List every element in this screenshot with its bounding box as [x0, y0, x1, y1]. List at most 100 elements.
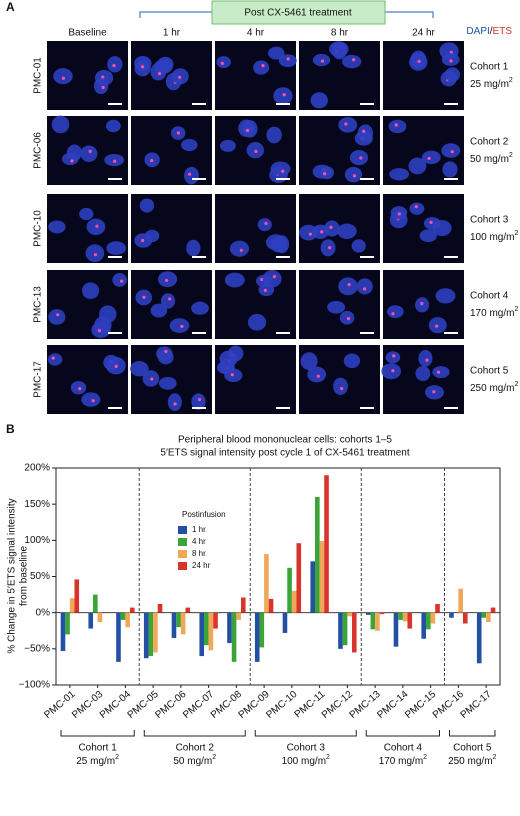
y-tick-label: 100% — [24, 535, 50, 546]
ets-signal — [436, 370, 441, 374]
column-label: 8 hr — [331, 28, 349, 39]
bar — [60, 612, 66, 652]
cell — [130, 361, 149, 377]
bar — [125, 612, 130, 628]
treatment-label: Post CX-5461 treatment — [244, 8, 351, 19]
cell — [278, 54, 297, 68]
ets-signal — [352, 58, 356, 62]
cell — [160, 293, 176, 309]
cell — [224, 272, 245, 288]
bar — [148, 612, 154, 657]
cell — [408, 157, 427, 175]
cohort-label: Cohort 3 — [470, 215, 509, 226]
ets-signal — [150, 159, 154, 163]
y-tick-label: 0% — [36, 607, 51, 618]
ets-signal — [101, 85, 105, 90]
cell — [356, 278, 373, 295]
bar — [370, 612, 376, 630]
bar — [204, 612, 209, 646]
bar — [462, 612, 468, 624]
bar — [449, 612, 454, 618]
cell — [191, 393, 206, 410]
dose-sup: 2 — [514, 230, 518, 237]
cell — [106, 241, 127, 255]
ets-signal — [347, 283, 351, 287]
bar — [481, 612, 487, 618]
bar — [426, 612, 431, 630]
cell — [333, 377, 348, 396]
bar — [490, 607, 496, 613]
row-label: PMC-01 — [33, 57, 44, 94]
bar — [157, 603, 163, 613]
cell — [270, 161, 291, 177]
dose-label: 100 mg/m2 — [470, 230, 518, 243]
x-tick-label: PMC-17 — [459, 689, 495, 721]
ets-signal — [320, 59, 325, 63]
bar — [268, 598, 274, 613]
ets-signal — [414, 205, 418, 209]
cell — [139, 198, 155, 213]
cohort-label: Cohort 1 — [470, 62, 509, 73]
ets-signal — [320, 230, 324, 234]
dose-label: 250 mg/m2 — [470, 381, 518, 394]
ets-signal — [394, 123, 398, 127]
dose-sup: 2 — [509, 152, 513, 159]
dose: 170 mg/m — [470, 308, 514, 319]
bar — [476, 612, 482, 664]
legend-label: 4 hr — [192, 537, 206, 546]
cell — [349, 150, 369, 166]
cell — [300, 352, 318, 371]
cell — [381, 363, 402, 380]
cohort-label: Cohort 5 — [470, 366, 509, 377]
dose-sup: 2 — [326, 754, 330, 761]
ets-signal — [363, 287, 367, 291]
cell — [338, 277, 358, 296]
bar — [171, 612, 177, 638]
row-label: PMC-06 — [33, 132, 44, 169]
group-bracket — [449, 730, 496, 737]
cell — [262, 270, 282, 288]
bar — [208, 612, 214, 651]
dose: 170 mg/m — [379, 756, 423, 767]
micrograph — [383, 194, 464, 263]
dose-sup: 2 — [514, 381, 518, 388]
cell — [273, 87, 293, 105]
ets-signal — [61, 76, 65, 80]
column-label: Baseline — [68, 28, 107, 39]
dose-sup: 2 — [514, 306, 518, 313]
bar — [93, 594, 98, 613]
dose: 50 mg/m — [173, 756, 212, 767]
ets-signal — [168, 297, 172, 301]
ets-signal — [178, 75, 182, 80]
cell — [99, 305, 117, 324]
bar — [351, 612, 357, 653]
group-bracket — [254, 730, 357, 737]
row-label: PMC-10 — [33, 210, 44, 247]
cell — [53, 68, 73, 85]
ets-signal — [78, 386, 82, 391]
cell — [51, 115, 70, 134]
cell — [81, 392, 101, 407]
legend-label: 1 hr — [192, 525, 206, 534]
cell — [93, 77, 109, 95]
bar — [74, 579, 80, 613]
ets-signal — [164, 349, 168, 354]
stain-legend: DAPI/ETS — [466, 26, 512, 37]
cell — [80, 145, 98, 163]
cell — [47, 353, 63, 366]
cell — [421, 150, 441, 165]
y-label: from baseline — [19, 546, 30, 606]
bar — [97, 612, 103, 623]
ets-signal — [391, 312, 395, 316]
group-bracket — [365, 730, 440, 737]
dose: 250 mg/m — [448, 756, 492, 767]
ets-signal — [197, 397, 202, 402]
ets-signal — [95, 224, 99, 228]
cell — [219, 139, 236, 152]
ets-signal — [352, 174, 357, 178]
cell — [389, 168, 410, 181]
ets-signal — [97, 329, 102, 333]
ets-signal — [188, 172, 192, 176]
stain: ETS — [493, 26, 513, 37]
ets-signal — [70, 159, 74, 163]
